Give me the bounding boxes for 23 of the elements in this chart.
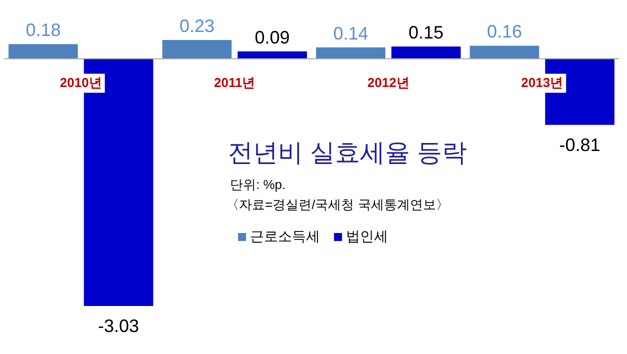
bar (391, 46, 461, 59)
text: 단위: %p. (230, 176, 286, 194)
bar (8, 44, 78, 59)
bar (316, 47, 386, 59)
x-tick-label: 2013년 (521, 74, 564, 90)
bar (470, 46, 540, 59)
legend-label: 근로소득세 (250, 228, 320, 246)
x-tick-label: 2011년 (214, 74, 256, 90)
annotation: 〈자료=경실련/국세청 국세통계연보〉 (226, 196, 449, 214)
x-tick-label: 2010년 (60, 74, 102, 90)
data-label: 0.15 (408, 22, 444, 42)
bar (238, 51, 307, 59)
data-label: -3.03 (98, 316, 140, 336)
data-label: 0.14 (333, 23, 368, 44)
x-tick-label: 2012년 (367, 74, 410, 90)
data-label: 0.16 (486, 22, 522, 42)
data-label: 0.23 (179, 16, 214, 36)
text: 전년비 실효세율 등락 (228, 138, 467, 169)
data-label: 0.09 (254, 27, 290, 48)
legend-label: 법인세 (346, 228, 388, 246)
data-label: 0.18 (26, 20, 61, 40)
data-label: -0.81 (559, 134, 600, 155)
bar (162, 40, 232, 59)
